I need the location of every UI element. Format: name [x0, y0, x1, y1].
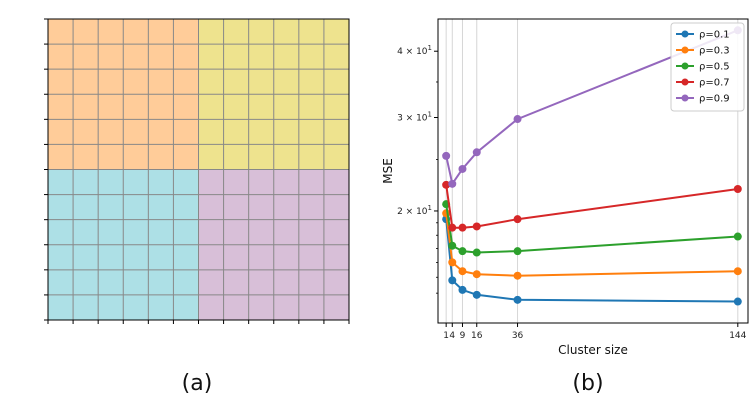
x-tick-label: 4 — [449, 331, 455, 341]
legend-entry: ρ=0.3 — [699, 46, 730, 57]
data-point — [448, 179, 457, 188]
data-point — [472, 148, 481, 157]
panel-a-grid — [44, 18, 350, 324]
data-point — [513, 115, 522, 124]
panel-b-chart: 1 4 9 16 36 144 2 × 101 3 × 101 4 × 101 Cluster s… — [381, 18, 749, 357]
series-line — [445, 219, 738, 303]
data-point — [733, 232, 742, 241]
x-axis-label: Cluster size — [558, 343, 628, 357]
legend-marker — [681, 30, 689, 38]
data-point — [513, 247, 522, 256]
data-point — [733, 184, 742, 193]
x-tick-label: 144 — [729, 331, 746, 341]
x-tick-label: 1 — [443, 331, 449, 341]
data-point — [472, 222, 481, 231]
data-point — [458, 285, 467, 294]
x-tick-label: 9 — [460, 331, 466, 341]
legend-entry: ρ=0.7 — [699, 78, 730, 89]
legend-entry: ρ=0.1 — [699, 30, 730, 41]
data-point — [458, 247, 467, 256]
series-line — [445, 213, 738, 277]
data-point — [458, 223, 467, 232]
data-point — [472, 248, 481, 257]
panel-a-caption: (a) — [182, 371, 213, 396]
y-tick-label: 3 × 101 — [397, 111, 432, 124]
legend-marker — [681, 94, 689, 102]
legend-entry: ρ=0.9 — [699, 94, 730, 105]
data-point — [472, 290, 481, 299]
data-point — [458, 164, 467, 173]
legend-marker — [681, 46, 689, 54]
series-line — [445, 203, 738, 254]
series-line — [445, 184, 738, 229]
y-tick-label: 2 × 101 — [397, 204, 432, 217]
data-point — [442, 180, 451, 189]
data-point — [472, 270, 481, 279]
panel-b-caption: (b) — [572, 371, 603, 396]
data-point — [448, 223, 457, 232]
data-point — [442, 151, 451, 160]
x-tick-label: 36 — [512, 331, 524, 341]
legend-marker — [681, 78, 689, 86]
data-point — [458, 267, 467, 276]
data-point — [513, 271, 522, 280]
data-point — [448, 276, 457, 285]
legend — [670, 22, 745, 112]
data-point — [448, 241, 457, 250]
data-point — [513, 295, 522, 304]
plot-frame — [437, 18, 749, 324]
legend-marker — [681, 62, 689, 70]
data-point — [513, 215, 522, 224]
series-line — [445, 29, 739, 187]
y-tick-label: 4 × 101 — [397, 44, 432, 57]
data-point — [448, 258, 457, 267]
x-tick-label: 16 — [471, 331, 483, 341]
legend-entry: ρ=0.5 — [699, 62, 730, 73]
data-point — [733, 297, 742, 306]
data-point — [733, 267, 742, 276]
y-axis-label: MSE — [381, 158, 395, 184]
grid-frame — [47, 18, 350, 321]
